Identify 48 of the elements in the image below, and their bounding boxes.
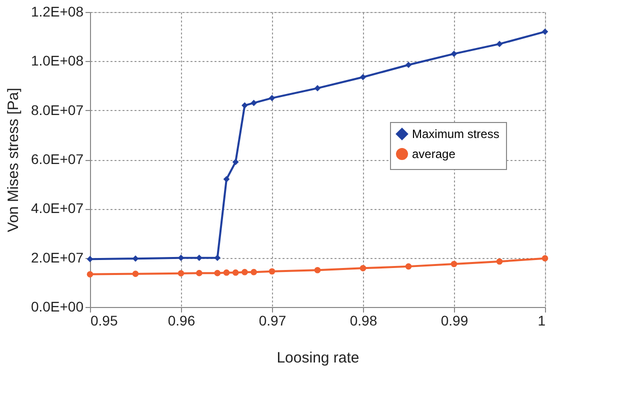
legend-label: Maximum stress: [412, 127, 500, 141]
x-tick-label: 0.97: [258, 312, 286, 328]
point: [132, 255, 139, 262]
point: [405, 263, 412, 270]
point: [86, 271, 94, 278]
legend-label: average: [412, 147, 456, 161]
point: [450, 50, 458, 57]
point: [268, 268, 276, 275]
y-tick-label: 6.0E+07: [30, 151, 84, 167]
point: [360, 265, 366, 272]
x-axis-title: Loosing rate: [276, 350, 360, 366]
y-tick-label: 8.0E+07: [30, 102, 84, 118]
point: [196, 270, 202, 276]
point: [405, 62, 412, 68]
x-tick-label: 1: [538, 312, 546, 328]
point: [496, 258, 503, 265]
point: [178, 254, 184, 261]
point: [450, 260, 458, 268]
point: [223, 269, 230, 276]
y-tick-label: 2.0E+07: [30, 249, 84, 266]
point: [232, 158, 239, 166]
y-tick-label: 4.0E+07: [30, 200, 84, 216]
point: [86, 256, 94, 262]
point: [360, 74, 366, 80]
x-tick-label: 0.98: [350, 312, 378, 328]
point: [542, 28, 548, 35]
point: [232, 269, 239, 276]
point: [214, 254, 221, 261]
point: [542, 255, 548, 262]
point: [178, 270, 184, 276]
y-tick-label: 0.0E+00: [30, 298, 84, 314]
point: [242, 268, 248, 276]
y-tick-label: 1.0E+08: [30, 52, 84, 69]
point: [242, 102, 248, 109]
x-tick-label: 0.95: [90, 312, 118, 328]
point: [496, 40, 503, 48]
point: [314, 85, 321, 92]
x-tick-label: 0.96: [168, 312, 196, 328]
x-tick-label: 0.99: [440, 312, 468, 328]
point: [250, 100, 257, 106]
y-axis-title: Von Mises stress [Pa]: [4, 88, 22, 232]
point: [314, 266, 321, 274]
point: [132, 270, 139, 277]
y-tick-label: 1.2E+08: [30, 4, 84, 20]
point: [223, 176, 230, 182]
point: [250, 268, 257, 276]
point: [214, 270, 221, 276]
point: [268, 94, 276, 102]
